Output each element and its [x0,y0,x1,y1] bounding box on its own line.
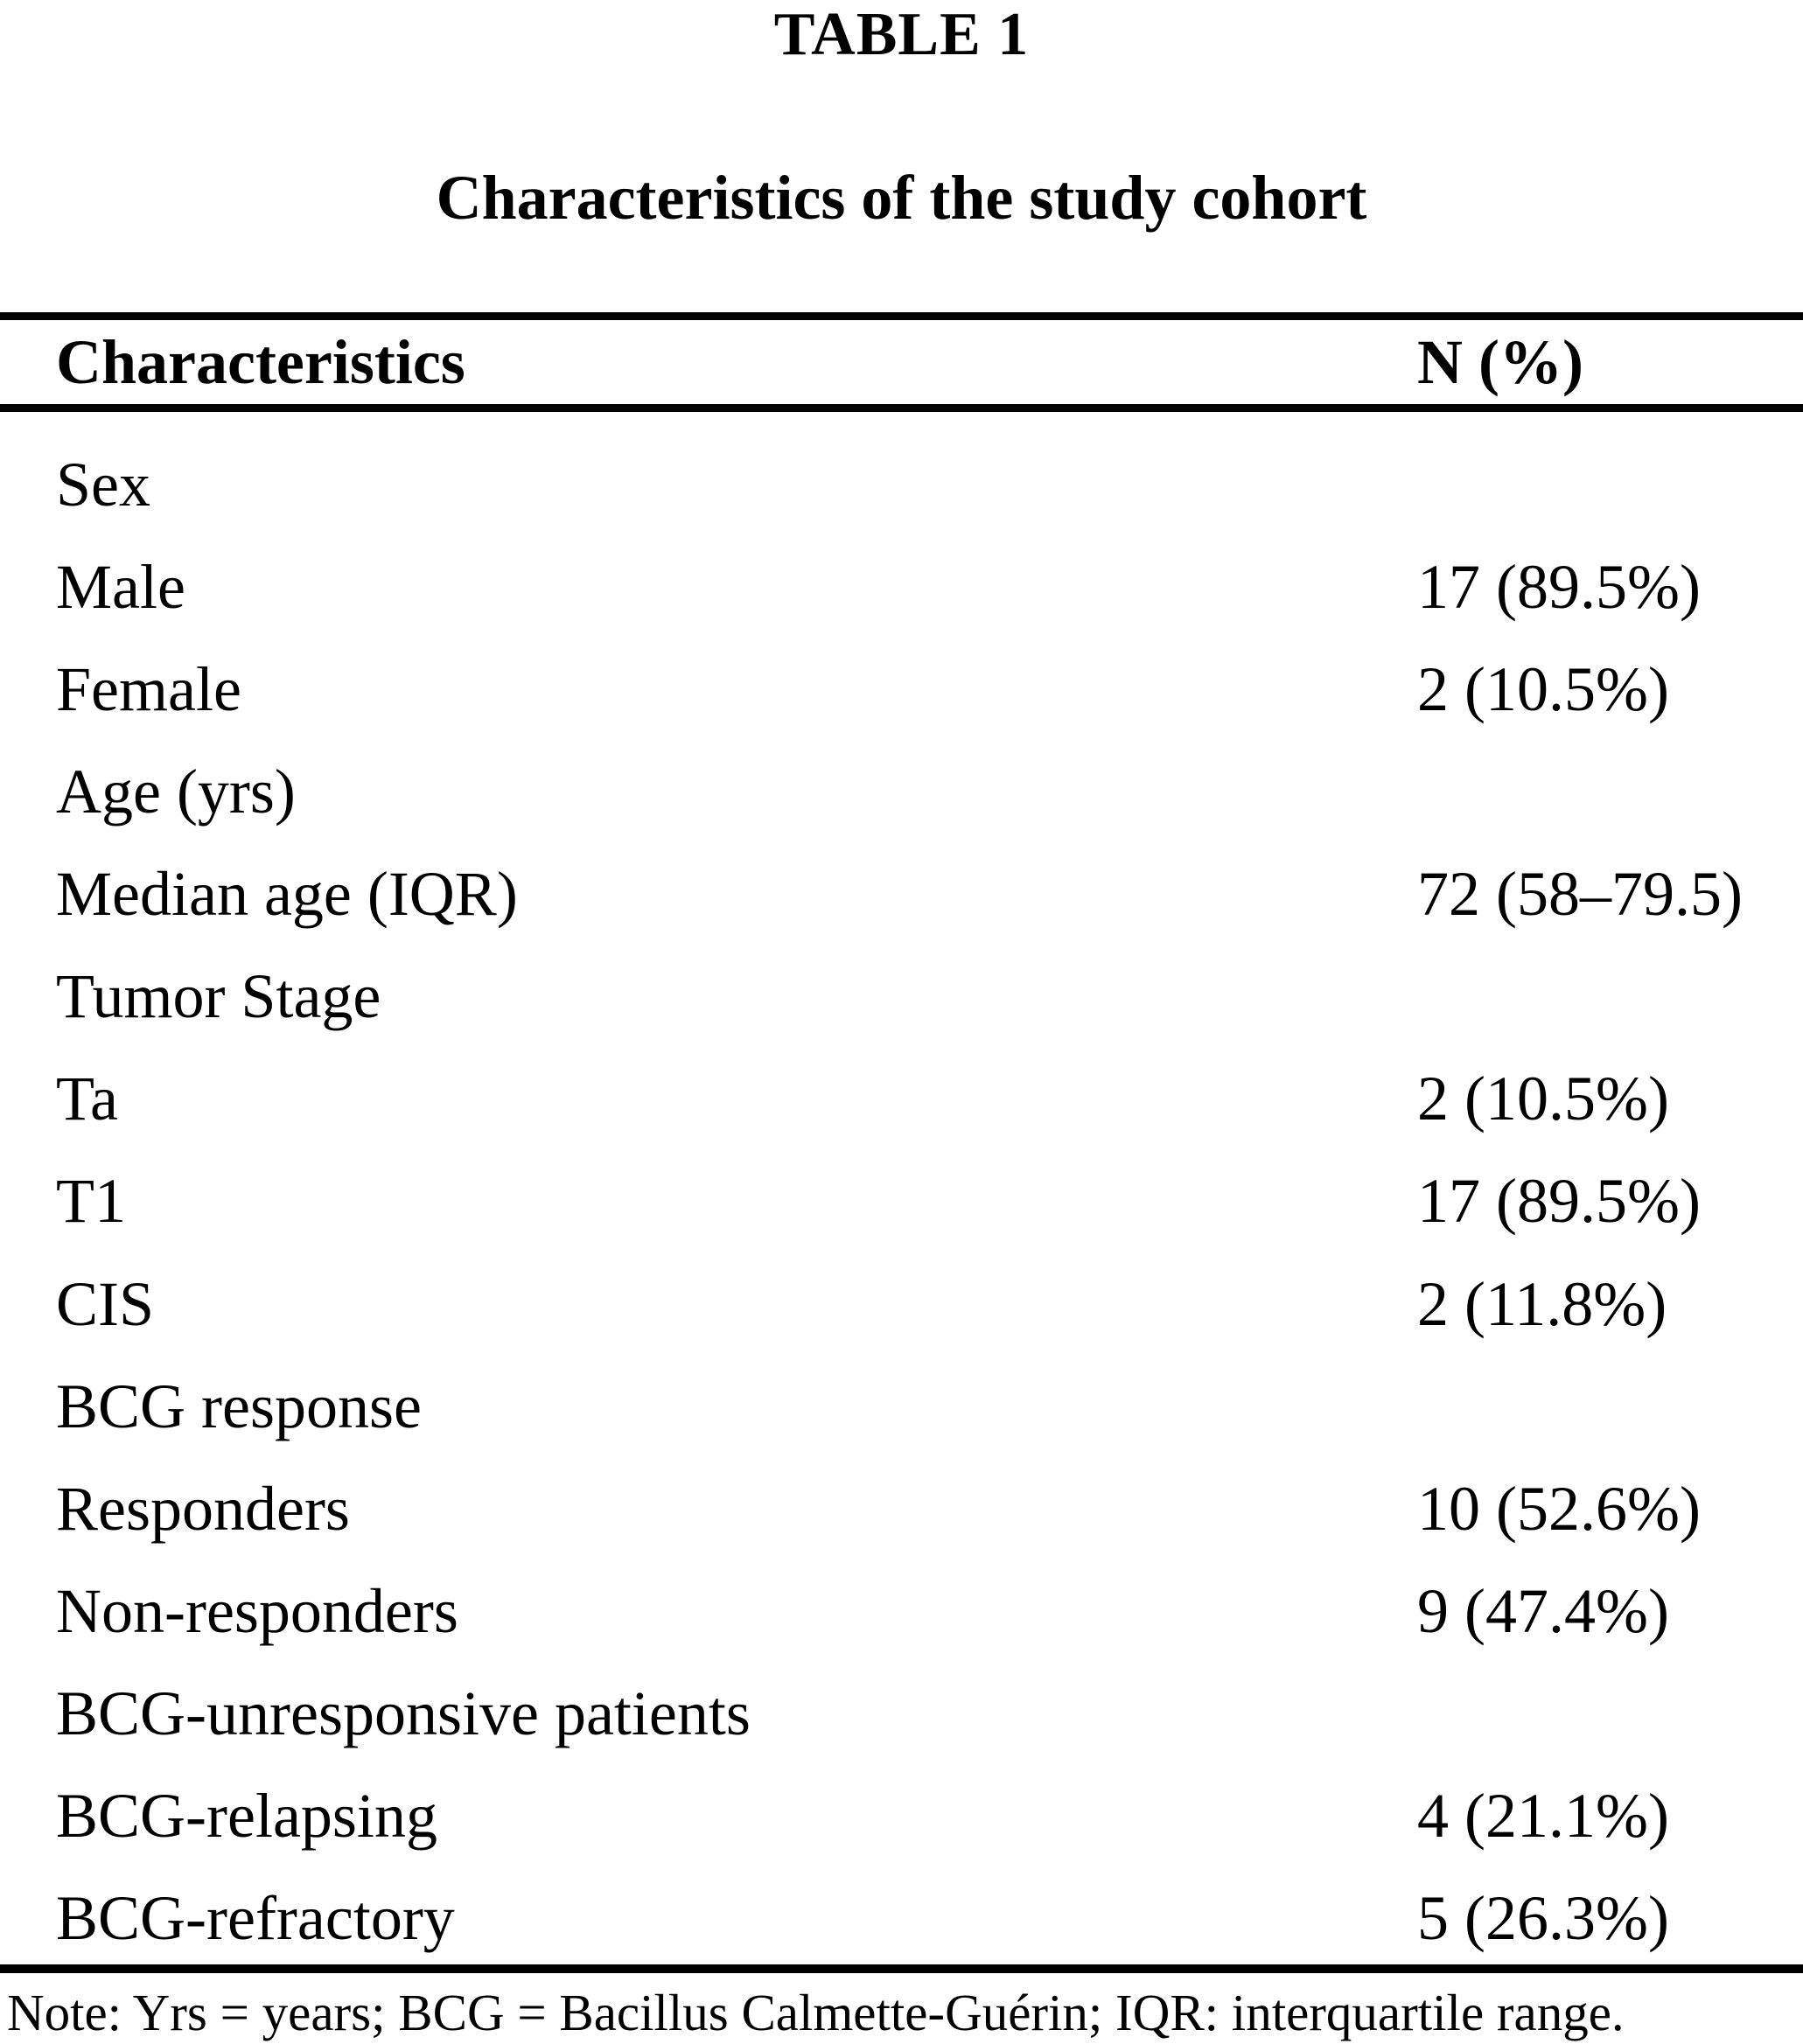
row-value: 4 (21.1%) [1417,1780,1669,1851]
table-row: Non-responders 9 (47.4%) [0,1559,1803,1662]
row-label: BCG response [56,1371,422,1441]
row-label: Responders [56,1473,350,1544]
table-row: BCG-refractory 5 (26.3%) [0,1866,1803,1969]
table-row: Ta 2 (10.5%) [0,1047,1803,1149]
row-value: 9 (47.4%) [1417,1575,1669,1646]
row-value: 72 (58–79.5) [1417,858,1743,929]
table-row: CIS 2 (11.8%) [0,1252,1803,1355]
row-value: 2 (11.8%) [1417,1268,1667,1339]
row-value: 17 (89.5%) [1417,1165,1701,1236]
row-label: Median age (IQR) [56,858,518,929]
row-label: Age (yrs) [56,756,296,827]
row-label: Non-responders [56,1575,458,1646]
top-rule [0,312,1803,320]
row-label: T1 [56,1165,126,1236]
table-number-label: TABLE 1 [773,1,1030,68]
table-row: Median age (IQR) 72 (58–79.5) [0,842,1803,945]
row-label: Sex [56,449,150,520]
row-label: CIS [56,1268,155,1339]
row-label: Female [56,653,241,724]
row-label: Male [56,551,185,622]
table-footnote: Note: Yrs = years; BCG = Bacillus Calmet… [7,1984,1625,2041]
table-row: T1 17 (89.5%) [0,1149,1803,1252]
table-row: Male 17 (89.5%) [0,535,1803,638]
row-value: 5 (26.3%) [1417,1882,1669,1953]
row-value: 2 (10.5%) [1417,653,1669,724]
row-label: Tumor Stage [56,960,381,1031]
table-row: Tumor Stage [0,945,1803,1047]
row-value: 10 (52.6%) [1417,1473,1701,1544]
column-header-n-percent: N (%) [1417,327,1583,397]
row-label: BCG-relapsing [56,1780,437,1851]
table-row: BCG-unresponsive patients [0,1662,1803,1764]
bottom-rule [0,1964,1803,1973]
table-row: Sex [0,433,1803,535]
row-value: 17 (89.5%) [1417,551,1701,622]
table-row: Age (yrs) [0,740,1803,842]
row-label: BCG-unresponsive patients [56,1678,751,1748]
table-row: BCG-relapsing 4 (21.1%) [0,1764,1803,1866]
table-row: Female 2 (10.5%) [0,638,1803,740]
header-rule [0,404,1803,412]
row-label: Ta [56,1063,118,1134]
row-value: 2 (10.5%) [1417,1063,1669,1134]
table-row: Responders 10 (52.6%) [0,1457,1803,1559]
table-header-row: Characteristics N (%) [0,320,1803,404]
table-title: Characteristics of the study cohort [436,163,1367,233]
row-label: BCG-refractory [56,1882,455,1953]
column-header-characteristics: Characteristics [56,327,465,397]
table-row: BCG response [0,1355,1803,1457]
